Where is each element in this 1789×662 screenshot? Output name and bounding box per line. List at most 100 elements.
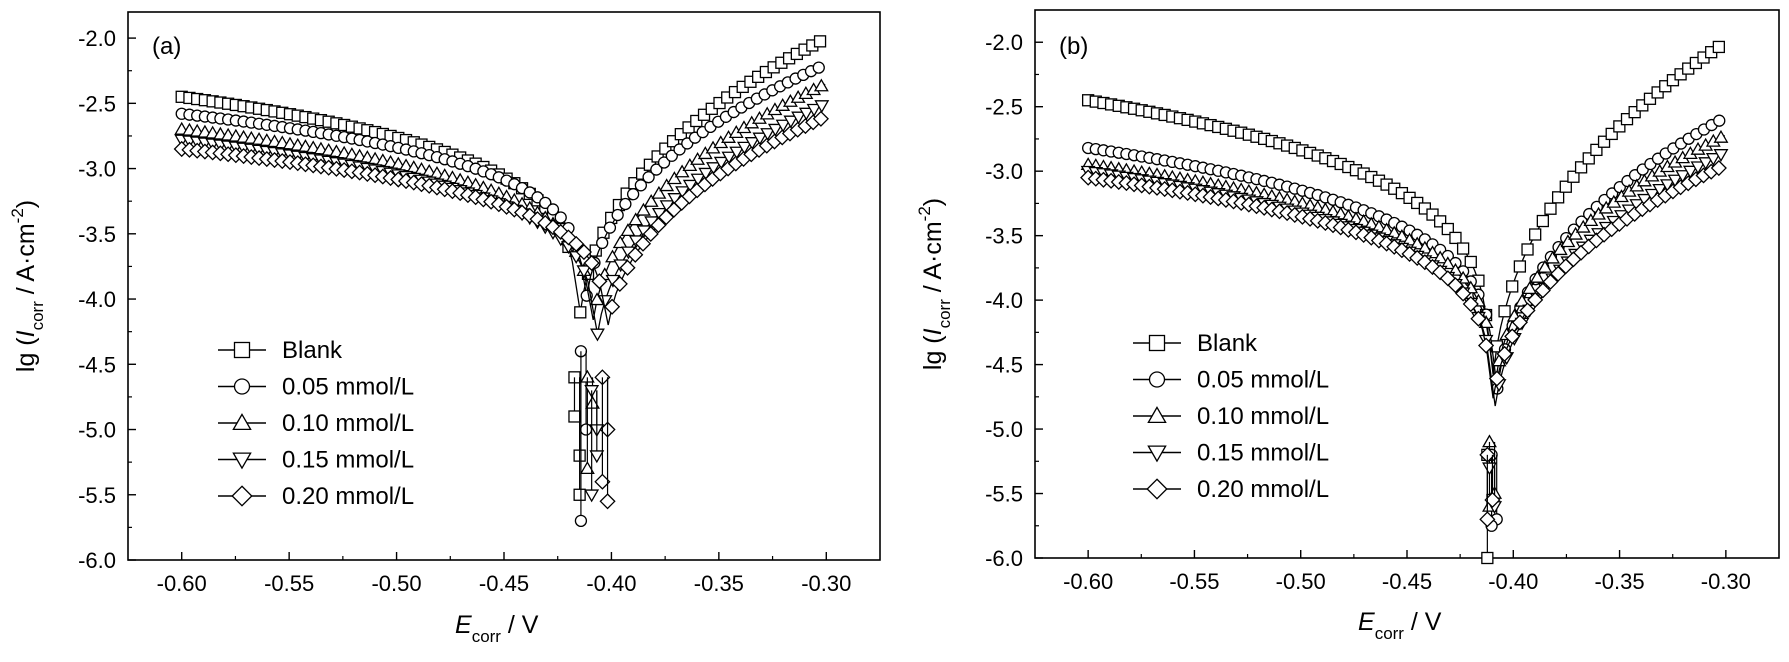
data-point [791,111,807,125]
x-tick-label: -0.60 [1063,569,1113,594]
series-5 [173,110,829,510]
data-point [1713,114,1726,127]
data-point [1417,240,1433,254]
y-tick-label: -5.5 [985,482,1023,507]
legend: Blank 0.05 mmol/L 0.10 mmol/L 0.15 mmol/L 0.… [218,337,414,510]
x-tick-label: -0.30 [801,571,851,596]
data-point [568,235,585,253]
y-tick-label: -3.5 [985,224,1023,249]
legend-label: 0.10 mmol/L [1197,403,1329,430]
data-point [1449,231,1462,245]
x-tick-label: -0.50 [371,571,421,596]
data-point [1522,281,1538,295]
data-point [590,328,605,342]
data-point [1416,254,1433,271]
data-point [599,493,616,510]
data-point [1568,226,1584,240]
legend-marker [233,341,251,359]
legend-marker [231,485,253,507]
x-tick-label: -0.40 [586,571,636,596]
data-point [603,221,617,234]
y-axis-label-sup: -2 [8,208,27,223]
data-point [1511,314,1528,331]
data-point [1527,291,1544,308]
data-point [812,110,829,127]
data-point [1456,242,1470,255]
data-point [744,137,760,151]
series-5 [1080,159,1727,528]
legend-entry: 0.15 mmol/L [1133,440,1329,467]
y-axis-label: lg (Icorr / A·cm-2) [915,198,954,370]
data-point [1394,228,1410,242]
data-point [1514,293,1530,307]
data-point [1643,92,1657,105]
data-point [383,154,399,168]
data-point [574,514,588,528]
data-point [657,156,671,169]
data-point [1348,211,1364,225]
data-point [736,141,752,155]
data-point [1675,170,1691,184]
data-point [798,107,814,121]
data-point [521,207,538,224]
y-tick-label: -2.5 [78,91,116,116]
data-point [597,295,613,309]
series-4 [1080,149,1729,515]
data-point [554,211,567,224]
x-axis-label-rest: / V [1404,608,1442,636]
data-point [1432,250,1448,264]
data-point [583,254,600,272]
data-point [576,265,592,279]
data-point [1386,238,1403,255]
data-point [421,163,437,177]
data-point [452,172,468,186]
data-point [429,165,445,179]
data-point [1496,345,1513,362]
data-point [1340,208,1356,222]
data-point [1363,216,1379,230]
data-point [628,212,644,226]
data-point [721,151,737,165]
y-tick-label: -6.0 [985,546,1023,571]
data-point [690,114,703,128]
legend-marker [1147,445,1167,463]
data-point [1434,215,1447,228]
data-point [414,162,429,175]
data-point [1462,295,1479,313]
panel-label: (a) [152,33,181,60]
data-point [1363,229,1380,246]
y-tick-label: -4.5 [78,352,116,377]
data-point [760,128,776,142]
data-point [568,410,581,423]
data-point [1513,260,1527,273]
legend-entry: 0.05 mmol/L [1133,367,1329,394]
data-point [619,197,632,211]
y-axis-label-rest: / A·cm [12,223,40,301]
legend-entry: 0.20 mmol/L [218,483,414,510]
data-point [1409,236,1425,250]
data-point [690,173,706,187]
data-point [1482,462,1497,476]
data-point [627,246,644,263]
x-tick-label: -0.35 [694,571,744,596]
data-point [375,153,391,167]
x-tick-label: -0.60 [157,571,207,596]
data-point [1698,157,1714,171]
data-point [814,100,830,114]
data-point [1545,250,1561,264]
data-point [643,193,659,207]
x-axis-label-sub: corr [1375,624,1405,643]
data-point [659,178,675,192]
data-point [1529,228,1542,241]
legend-label: Blank [282,337,343,364]
data-point [390,156,406,170]
x-axis-label-main: E [1358,608,1375,636]
data-point [1529,269,1545,283]
data-point [698,167,714,181]
legend-entry: 0.10 mmol/L [218,410,414,437]
data-point [406,160,422,174]
data-point [574,306,587,319]
y-tick-label: -6.0 [78,548,116,573]
data-point [1401,245,1418,262]
legend-marker [233,378,251,395]
